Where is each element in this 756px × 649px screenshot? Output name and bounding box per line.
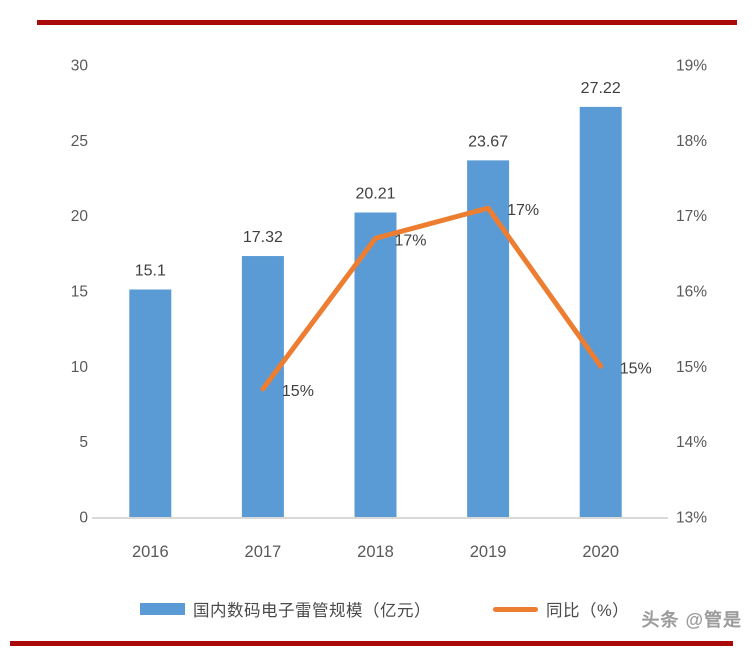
bar-series-swatch	[140, 603, 185, 615]
bar-2016	[129, 289, 172, 517]
bar-label-2019: 23.67	[468, 133, 508, 150]
bar-2019	[467, 160, 510, 517]
left-axis-tick-25: 25	[71, 133, 88, 150]
line-label-2019: 17%	[507, 202, 539, 219]
line-series-label: 同比（%）	[546, 602, 630, 620]
x-tick-2016: 2016	[132, 543, 169, 561]
bar-label-2018: 20.21	[355, 186, 395, 203]
right-axis-tick-18%: 18%	[676, 133, 707, 150]
right-axis-tick-15%: 15%	[676, 359, 707, 376]
bottom-divider	[10, 641, 733, 646]
x-tick-2019: 2019	[470, 543, 507, 561]
bar-2018	[354, 212, 397, 517]
bar-series-label: 国内数码电子雷管规模（亿元）	[193, 602, 431, 620]
line-label-2017: 15%	[282, 383, 314, 400]
x-tick-2018: 2018	[357, 543, 394, 561]
right-axis-tick-19%: 19%	[676, 58, 707, 75]
bar-label-2016: 15.1	[135, 262, 166, 279]
legend-item-line-series: 同比（%）	[493, 597, 629, 621]
bar-label-2020: 27.22	[581, 80, 621, 97]
x-tick-2020: 2020	[582, 543, 619, 561]
line-series	[260, 205, 604, 392]
top-divider	[37, 20, 737, 25]
left-axis-tick-20: 20	[71, 208, 89, 225]
left-axis-tick-0: 0	[79, 510, 88, 527]
watermark: 头条 @管是	[641, 610, 742, 630]
bar-2020	[579, 106, 622, 518]
right-axis-tick-16%: 16%	[676, 284, 707, 301]
line-series-swatch	[493, 606, 538, 612]
line-label-2020: 15%	[620, 360, 652, 377]
right-axis-tick-17%: 17%	[676, 208, 707, 225]
right-axis-tick-13%: 13%	[676, 510, 707, 527]
right-axis-tick-14%: 14%	[676, 434, 707, 451]
line-label-2018: 17%	[395, 232, 427, 249]
left-axis-tick-15: 15	[71, 284, 88, 301]
chart-legend: 国内数码电子雷管规模（亿元） 同比（%）	[140, 597, 629, 621]
bar-label-2017: 17.32	[243, 229, 283, 246]
left-axis-tick-5: 5	[79, 434, 88, 451]
left-axis-tick-30: 30	[71, 58, 89, 75]
left-axis-tick-10: 10	[71, 359, 89, 376]
legend-item-bar-series: 国内数码电子雷管规模（亿元）	[140, 597, 431, 621]
x-tick-2017: 2017	[245, 543, 282, 561]
combo-chart: 30 25 20 15 10 5 0 19% 18% 17% 16% 15% 14% 13% 15.1 17.…	[71, 58, 707, 562]
